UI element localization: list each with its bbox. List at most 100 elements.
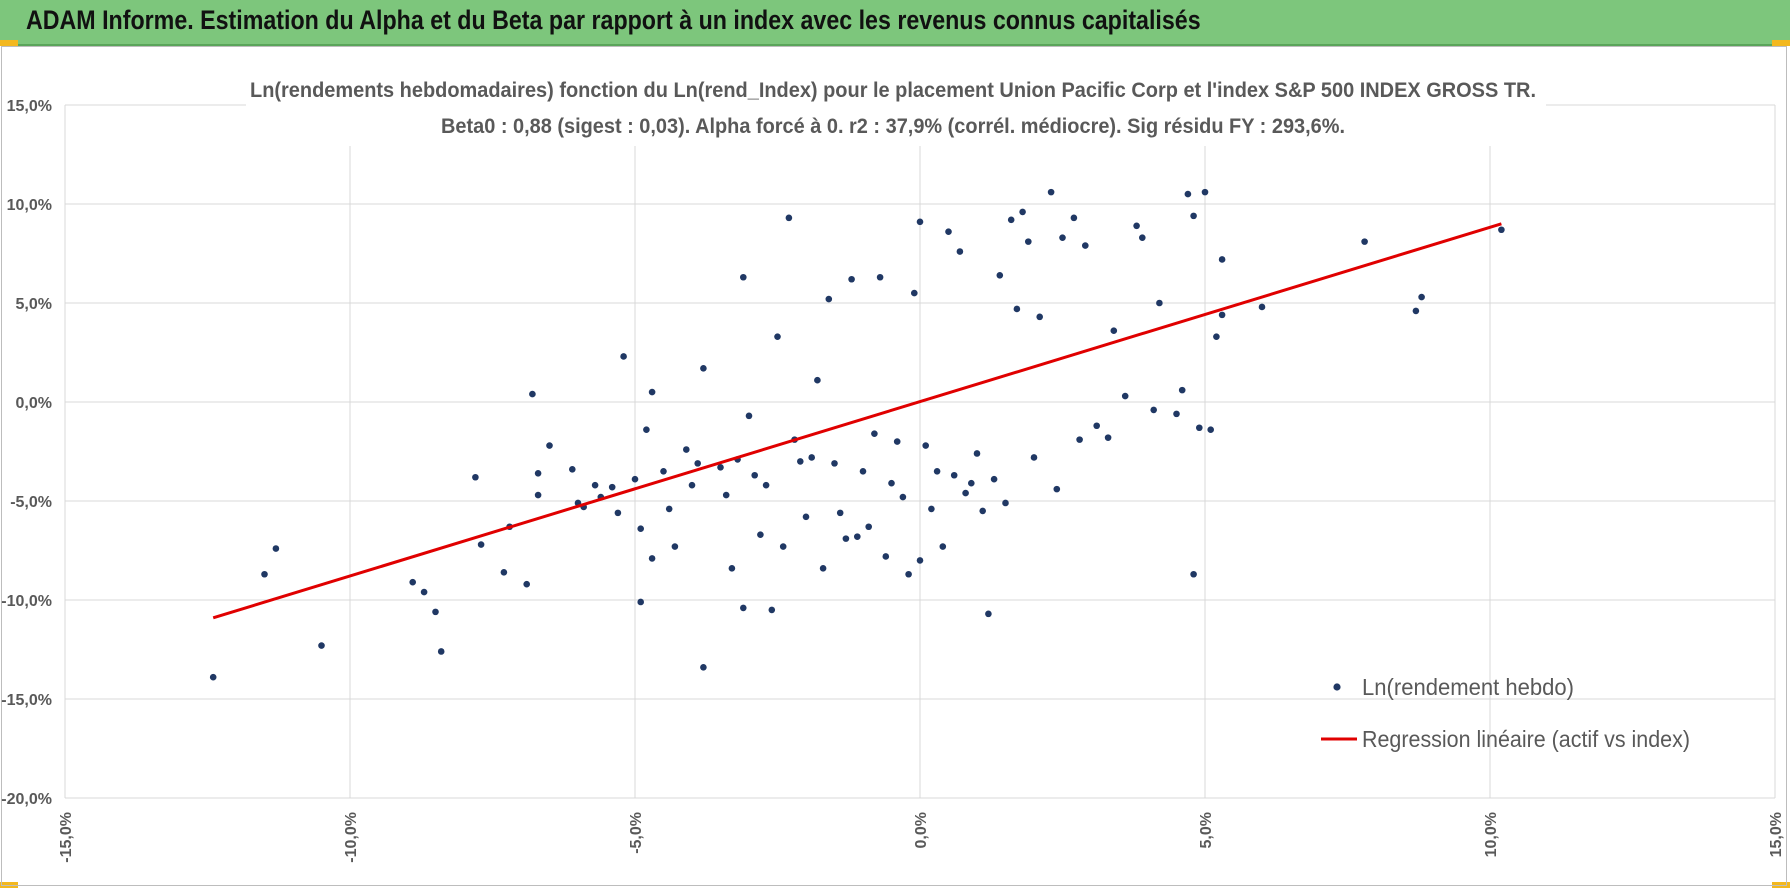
regression-lines — [212, 222, 1502, 620]
legend-marker-points — [1333, 683, 1341, 691]
data-point — [836, 509, 844, 517]
data-point — [523, 580, 530, 588]
data-point — [962, 489, 969, 497]
data-point — [740, 604, 747, 612]
data-point — [637, 525, 644, 533]
data-point — [1019, 208, 1026, 216]
data-point — [1007, 216, 1015, 224]
data-point — [648, 555, 656, 562]
data-point — [848, 275, 855, 283]
chart-title-background — [246, 70, 1546, 146]
x-tick-label: -10,0% — [343, 812, 360, 863]
data-point — [950, 471, 958, 479]
data-point — [1150, 406, 1157, 414]
x-tick-label: -15,0% — [58, 812, 75, 863]
data-point — [762, 481, 770, 489]
data-point — [751, 471, 758, 479]
data-point — [859, 468, 867, 475]
report-header: ADAM Informe. Estimation du Alpha et du … — [0, 0, 1790, 46]
data-point — [728, 565, 736, 572]
data-point — [477, 541, 485, 548]
data-point — [996, 271, 1004, 279]
data-point — [688, 481, 696, 489]
data-point — [802, 513, 810, 521]
data-point — [797, 458, 804, 465]
data-point — [500, 568, 508, 576]
legend: Ln(rendement hebdo) Regression linéaire … — [1321, 674, 1690, 752]
data-point — [1121, 392, 1129, 400]
data-point — [1213, 333, 1220, 340]
data-point — [990, 475, 998, 483]
x-axis-ticks: -15,0% -10,0% -5,0% 0,0% 5,0% 10,0% 15,0% — [58, 812, 1785, 863]
data-point — [1030, 454, 1038, 461]
data-point — [928, 505, 935, 513]
data-point — [968, 479, 975, 487]
data-point — [1002, 499, 1009, 507]
data-point — [722, 491, 730, 499]
data-point — [911, 289, 918, 297]
data-point — [1418, 293, 1425, 301]
data-point — [871, 430, 878, 437]
x-tick-label: 10,0% — [1483, 812, 1500, 857]
data-point — [209, 673, 217, 681]
data-point — [1139, 234, 1146, 241]
y-tick-label: -20,0% — [1, 791, 52, 808]
data-point — [1104, 434, 1112, 441]
data-point — [694, 460, 701, 467]
data-point — [973, 450, 981, 457]
y-tick-label: -5,0% — [10, 494, 52, 511]
data-point — [1258, 303, 1266, 311]
chart-subtitle: Beta0 : 0,88 (sigest : 0,03). Alpha forc… — [441, 115, 1345, 138]
data-point — [1053, 485, 1061, 493]
data-point — [893, 438, 901, 445]
y-tick-label: 15,0% — [7, 98, 52, 115]
chart-frame — [1, 46, 1787, 886]
data-point — [1013, 305, 1021, 313]
data-point — [939, 543, 947, 550]
regression-line — [212, 222, 1502, 620]
data-point — [945, 228, 952, 236]
corner-accent-top-right — [1772, 40, 1790, 46]
data-point — [1156, 299, 1163, 307]
data-point — [819, 565, 827, 572]
data-point — [916, 557, 924, 564]
data-point — [534, 491, 542, 499]
y-tick-label: 0,0% — [16, 395, 52, 412]
data-point — [1093, 422, 1100, 430]
data-point — [745, 412, 753, 420]
data-point — [854, 533, 861, 540]
data-point — [608, 483, 616, 491]
data-point — [808, 454, 815, 461]
x-tick-label: 5,0% — [1198, 812, 1215, 848]
data-point — [648, 388, 656, 396]
chart-title: Ln(rendements hebdomadaires) fonction du… — [250, 79, 1536, 102]
data-point — [671, 543, 679, 550]
data-point — [637, 598, 644, 606]
data-point — [956, 248, 964, 255]
data-point — [933, 468, 941, 475]
data-point — [1070, 214, 1078, 222]
data-point — [1190, 570, 1197, 578]
data-point — [1412, 307, 1420, 315]
data-point — [665, 505, 673, 513]
data-point — [409, 578, 417, 586]
data-point — [1082, 242, 1089, 249]
data-point — [1196, 424, 1203, 432]
x-tick-label: 15,0% — [1768, 812, 1785, 857]
data-point — [865, 523, 872, 531]
data-point — [272, 545, 280, 552]
data-point — [1361, 238, 1368, 245]
data-point — [979, 507, 986, 515]
data-point — [740, 273, 747, 281]
data-point — [660, 468, 667, 475]
data-point — [882, 553, 890, 560]
data-point — [814, 376, 821, 384]
data-point — [1218, 311, 1226, 319]
data-point — [1498, 226, 1505, 234]
data-point — [1190, 212, 1197, 220]
data-point — [620, 353, 627, 360]
data-point — [717, 464, 724, 471]
data-point — [1201, 188, 1209, 196]
data-point — [785, 214, 793, 222]
